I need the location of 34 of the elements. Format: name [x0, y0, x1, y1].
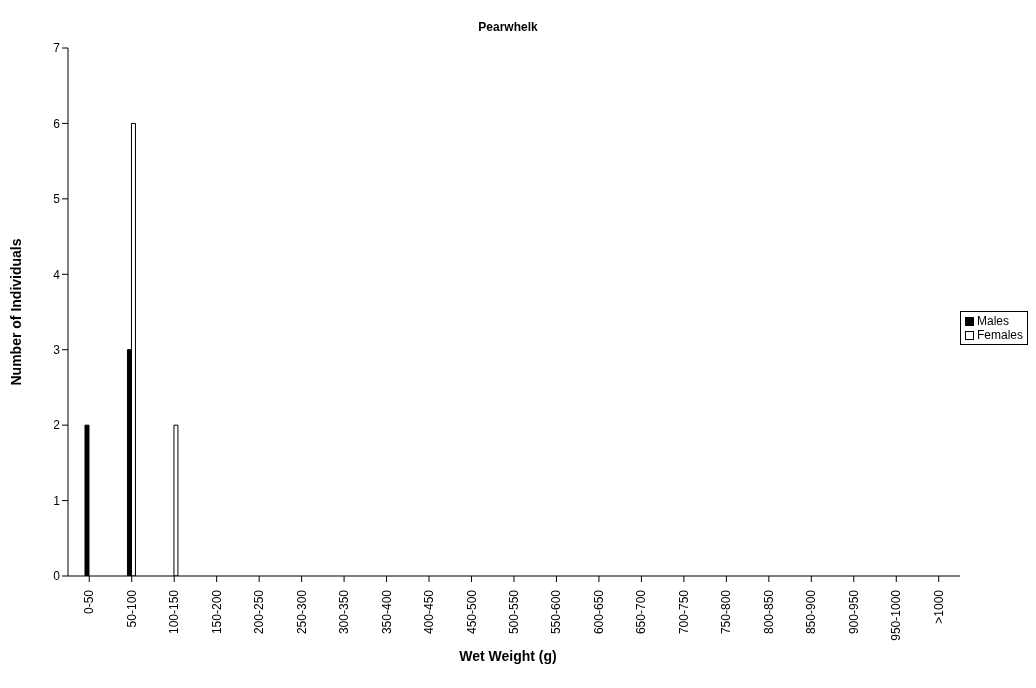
x-tick-label: 400-450: [422, 589, 437, 635]
y-tick-label: 0: [53, 569, 61, 584]
y-tick-label: 1: [53, 493, 61, 508]
x-tick-label: 650-700: [634, 589, 649, 635]
y-tick-label: 7: [53, 41, 61, 56]
legend-label: Females: [976, 328, 1023, 342]
x-tick-label: 150-200: [209, 589, 224, 635]
x-tick-label: 850-900: [804, 589, 819, 635]
y-axis-title: Number of Individuals: [7, 238, 24, 386]
y-tick-label: 4: [53, 267, 61, 282]
y-tick-label: 5: [53, 192, 61, 207]
x-tick-label: 250-300: [294, 589, 309, 635]
x-tick-label: 600-650: [591, 589, 606, 635]
x-tick-label: 950-1000: [889, 589, 904, 641]
legend-label: Males: [976, 314, 1009, 328]
x-tick-label: 450-500: [464, 589, 479, 635]
x-tick-label: 750-800: [719, 589, 734, 635]
chart-title: Pearwhelk: [477, 20, 539, 34]
x-tick-label: 50-100: [124, 589, 139, 628]
x-tick-label: 200-250: [252, 589, 267, 635]
x-tick-label: 500-550: [506, 589, 521, 635]
x-tick-label: 900-950: [846, 589, 861, 635]
y-tick-label: 6: [53, 116, 61, 131]
x-tick-label: 550-600: [549, 589, 564, 635]
x-tick-label: 800-850: [761, 589, 776, 635]
x-axis-title: Wet Weight (g): [458, 648, 558, 664]
x-tick-label: 100-150: [167, 589, 182, 635]
x-tick-label: >1000: [931, 589, 946, 624]
y-tick-label: 3: [53, 342, 61, 357]
y-tick-label: 2: [53, 418, 61, 433]
x-tick-label: 700-750: [676, 589, 691, 635]
x-tick-label: 350-400: [379, 589, 394, 635]
x-tick-label: 0-50: [82, 589, 97, 615]
x-tick-label: 300-350: [337, 589, 352, 635]
